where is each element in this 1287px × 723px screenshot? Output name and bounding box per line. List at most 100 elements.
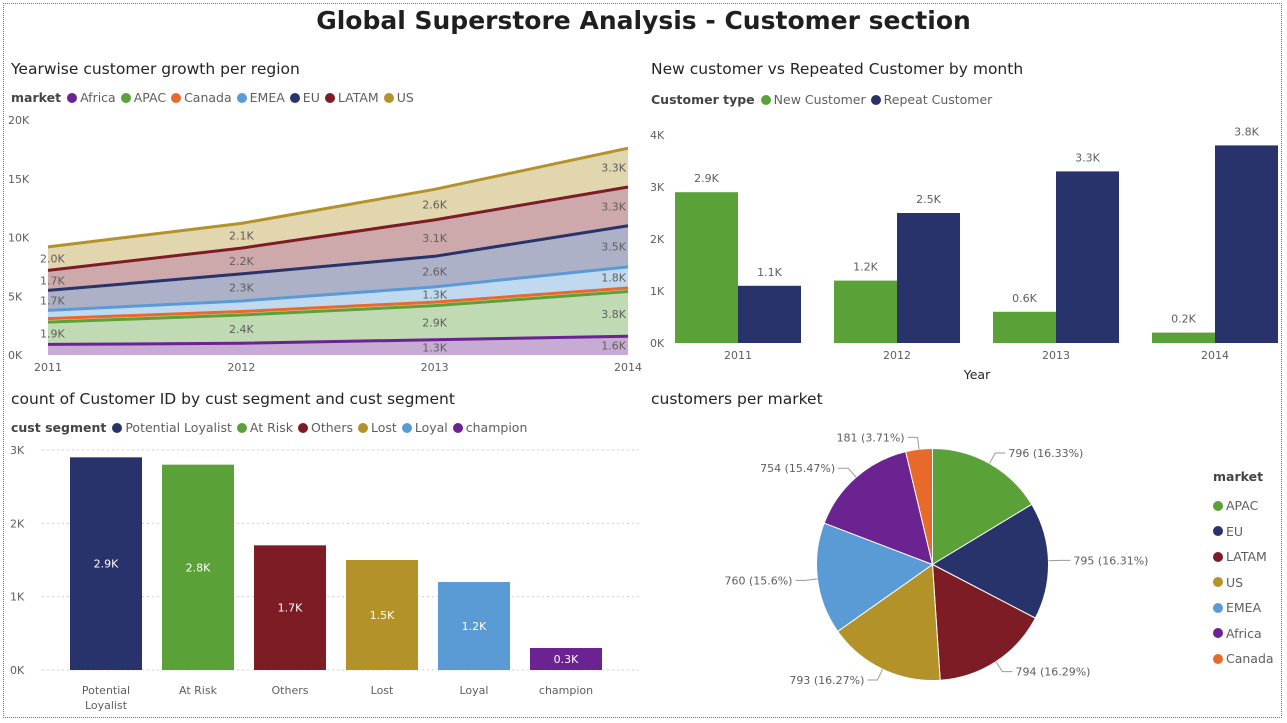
y-tick-label: 3K: [10, 444, 25, 457]
data-label: 2.6K: [422, 199, 447, 212]
x-tick-label: 2012: [227, 361, 255, 374]
line-eu: [47, 224, 629, 292]
leader-line: [989, 452, 1006, 464]
x-tick-label: champion: [539, 684, 593, 697]
slice-africa: [823, 451, 934, 566]
line-us: [47, 146, 629, 249]
legend-item-africa[interactable]: Africa: [67, 90, 116, 105]
bar-champion: [530, 648, 602, 670]
legend-item-apac[interactable]: APAC: [1213, 493, 1274, 519]
data-label: 1.5K: [370, 609, 395, 622]
legend-item-eu[interactable]: EU: [289, 90, 320, 105]
pie-chart-legend[interactable]: market APAC EU LATAM US EMEA Africa Canada: [1213, 469, 1274, 672]
slice-label: 181 (3.71%): [837, 431, 905, 444]
x-tick-line: Potential: [82, 684, 130, 697]
legend-dot: [324, 92, 335, 103]
legend-item-us[interactable]: US: [1213, 570, 1274, 596]
legend-item-others[interactable]: Others: [298, 420, 353, 435]
x-tick-label: 2013: [1042, 349, 1070, 362]
slice-label: 795 (16.31%): [1073, 554, 1148, 567]
data-label: 2.0K: [40, 253, 65, 266]
area-chart-legend[interactable]: market Africa APAC Canada EMEA EU LATAM US: [11, 90, 419, 105]
leader-line: [838, 467, 857, 478]
legend-item-us[interactable]: US: [383, 90, 414, 105]
legend-item-emea[interactable]: EMEA: [236, 90, 285, 105]
legend-dot: [298, 422, 308, 433]
legend-dot: [236, 422, 247, 433]
legend-dot: [358, 422, 369, 433]
legend-item-lost[interactable]: Lost: [358, 420, 397, 435]
legend-item-latam[interactable]: LATAM: [324, 90, 379, 105]
y-tick-label: 1K: [650, 285, 665, 298]
legend-dot: [452, 422, 463, 433]
legend-label: Loyal: [414, 420, 448, 435]
legend-item-potential-loyalist[interactable]: Potential Loyalist: [112, 420, 232, 435]
legend-item-at-risk[interactable]: At Risk: [236, 420, 293, 435]
y-tick-label: 0K: [10, 664, 25, 677]
legend-item-repeat-customer[interactable]: Repeat Customer: [870, 92, 992, 107]
leader-line: [795, 578, 818, 581]
pie-chart-title: customers per market: [651, 390, 823, 408]
data-label: 1.8K: [601, 271, 626, 284]
legend-item-new-customer[interactable]: New Customer: [760, 92, 866, 107]
bar-chart-title: New customer vs Repeated Customer by mon…: [651, 60, 1024, 78]
legend-label: EMEA: [1226, 600, 1262, 616]
legend-dot: [1213, 526, 1223, 537]
slice-label: 760 (15.6%): [724, 574, 792, 587]
leader-line: [907, 436, 920, 450]
legend-label: Canada: [1226, 651, 1274, 667]
data-label: 2.6K: [422, 266, 447, 279]
data-label: 0.3K: [554, 653, 579, 666]
legend-item-eu[interactable]: EU: [1213, 519, 1274, 545]
page-title: Global Superstore Analysis - Customer se…: [316, 6, 971, 35]
legend-title: Customer type: [651, 92, 755, 107]
y-tick-label: 10K: [8, 232, 30, 245]
legend-dot: [67, 92, 78, 103]
data-label: 3.5K: [601, 240, 626, 253]
line-apac: [47, 290, 629, 324]
area-apac: [48, 291, 628, 345]
legend-dot: [760, 94, 771, 105]
segment-chart-legend[interactable]: cust segment Potential Loyalist At Risk Oth…: [11, 420, 532, 435]
legend-dot: [120, 92, 131, 103]
slice-emea: [816, 522, 934, 633]
legend-title: cust segment: [11, 420, 107, 435]
bar-chart-legend[interactable]: Customer type New Customer Repeat Customer: [651, 92, 997, 107]
new-vs-repeat-chart[interactable]: 0K 1K 2K 3K 4K 2.9K 1.1K 2011 1.2K 2.5K 2012 0.6K 3.…: [645, 115, 1285, 385]
legend-item-latam[interactable]: LATAM: [1213, 544, 1274, 570]
x-tick-line: At Risk: [179, 684, 218, 697]
y-tick-label: 0K: [8, 349, 23, 362]
data-label: 2.5K: [916, 193, 941, 206]
legend-item-loyal[interactable]: Loyal: [401, 420, 448, 435]
bar-repeat-customer-2011: [738, 285, 801, 343]
legend-item-apac[interactable]: APAC: [120, 90, 166, 105]
data-label: 0.2K: [1171, 313, 1196, 326]
data-label: 0.6K: [1012, 292, 1037, 305]
bar-at-risk: [162, 464, 234, 670]
x-tick-line: champion: [539, 684, 593, 697]
legend-item-emea[interactable]: EMEA: [1213, 595, 1274, 621]
bar-new-customer-2011: [675, 192, 738, 343]
area-chart[interactable]: 0K 5K 10K 15K 20K 2011 2012 2013 2014 1.3K 1.6K 1.9…: [0, 108, 650, 378]
legend-label: LATAM: [337, 90, 379, 105]
legend-item-canada[interactable]: Canada: [171, 90, 232, 105]
data-label: 1.3K: [422, 288, 447, 301]
y-tick-label: 2K: [650, 233, 665, 246]
data-label: 1.2K: [853, 261, 878, 274]
legend-label: APAC: [1226, 498, 1259, 514]
legend-dot: [1213, 602, 1223, 613]
legend-dot: [383, 92, 394, 103]
legend-label: New Customer: [773, 92, 866, 107]
segment-chart[interactable]: 0K 1K 2K 3K 2.9K Potential Loyalist 2.8K At Risk…: [0, 440, 645, 720]
legend-label: Others: [311, 420, 354, 435]
legend-item-champion[interactable]: champion: [452, 420, 527, 435]
bar-new-customer-2012: [834, 280, 897, 343]
legend-item-canada[interactable]: Canada: [1213, 646, 1274, 672]
y-tick-label: 2K: [10, 517, 25, 530]
data-label: 1.1K: [757, 266, 782, 279]
x-tick-label: 2011: [724, 349, 752, 362]
data-label: 1.7K: [40, 294, 65, 307]
legend-item-africa[interactable]: Africa: [1213, 621, 1274, 647]
data-label: 2.2K: [229, 255, 254, 268]
pie-chart[interactable]: 796 (16.33%) 795 (16.31%) 794 (16.29%) 793 …: [700, 415, 1200, 715]
